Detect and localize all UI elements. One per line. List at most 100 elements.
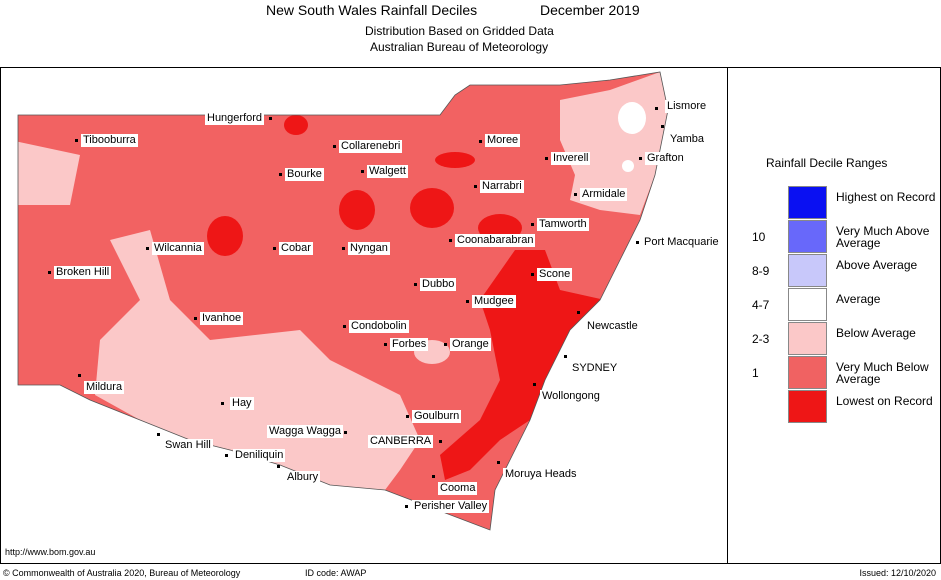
url: http://www.bom.gov.au [5, 547, 96, 557]
town-dot [497, 461, 500, 464]
region [339, 190, 375, 230]
region [18, 140, 80, 205]
town-label: Condobolin [349, 320, 409, 333]
town-label: Nyngan [348, 242, 390, 255]
town-label: Lismore [665, 100, 709, 113]
region [618, 102, 646, 134]
town-label: Dubbo [420, 278, 457, 291]
town-label: Newcastle [585, 320, 640, 333]
id-code: ID code: AWAP [305, 568, 367, 578]
legend-label: Below Average [836, 326, 916, 340]
town-label: Orange [450, 338, 491, 351]
town-dot [384, 343, 387, 346]
town-dot [444, 343, 447, 346]
town-dot [574, 193, 577, 196]
legend-range: 1 [752, 366, 759, 380]
legend-swatch [788, 390, 827, 423]
town-dot [531, 223, 534, 226]
legend-label: Very Much Above Average [836, 224, 930, 250]
town-dot [269, 117, 272, 120]
town-label: Deniliquin [233, 449, 286, 462]
town-label: Narrabri [480, 180, 524, 193]
subtitle: Distribution Based on Gridded Data [365, 24, 554, 38]
region [284, 115, 308, 135]
legend-label: Above Average [836, 258, 918, 272]
legend-swatch [788, 322, 827, 355]
town-dot [639, 157, 642, 160]
town-dot [342, 247, 345, 250]
legend-range: 8-9 [752, 264, 770, 278]
town-label: CANBERRA [368, 435, 434, 448]
town-label: Wilcannia [152, 242, 204, 255]
region [622, 160, 634, 172]
legend-label: Very Much Below Average [836, 360, 929, 386]
town-dot [221, 402, 224, 405]
legend-range: 2-3 [752, 332, 770, 346]
town-label: Hungerford [205, 112, 265, 125]
legend-swatch [788, 288, 827, 321]
town-label: Port Macquarie [642, 236, 721, 249]
legend-swatch [788, 186, 827, 219]
legend-swatch [788, 254, 827, 287]
town-dot [194, 317, 197, 320]
town-label: Moree [485, 134, 521, 147]
legend-label: Lowest on Record [836, 394, 933, 408]
town-label: Perisher Valley [412, 500, 490, 513]
legend-swatch [788, 220, 827, 253]
state-border [17, 71, 669, 531]
town-dot [661, 125, 664, 128]
town-dot [439, 440, 442, 443]
town-dot [474, 185, 477, 188]
town-dot [449, 239, 452, 242]
town-dot [545, 157, 548, 160]
issued: Issued: 12/10/2020 [859, 568, 936, 578]
town-dot [48, 271, 51, 274]
town-dot [432, 475, 435, 478]
legend-label: Highest on Record [836, 190, 936, 204]
region [410, 188, 454, 228]
town-label: Cooma [438, 482, 478, 495]
town-dot [564, 355, 567, 358]
town-label: Broken Hill [54, 266, 112, 279]
town-dot [577, 311, 580, 314]
town-label: Hay [230, 397, 254, 410]
legend-range: 10 [752, 230, 766, 244]
copyright: © Commonwealth of Australia 2020, Bureau… [3, 568, 241, 578]
town-label: Bourke [285, 168, 324, 181]
region [207, 216, 243, 256]
town-label: Tibooburra [81, 134, 138, 147]
town-dot [279, 173, 282, 176]
town-label: Inverell [551, 152, 591, 165]
town-dot [466, 300, 469, 303]
town-dot [333, 145, 336, 148]
town-label: Wagga Wagga [267, 425, 343, 438]
town-label: SYDNEY [570, 362, 620, 375]
town-dot [225, 454, 228, 457]
town-label: Goulburn [412, 410, 462, 423]
town-label: Coonabarabran [455, 234, 536, 247]
town-dot [146, 247, 149, 250]
town-dot [533, 383, 536, 386]
town-label: Collarenebri [339, 140, 403, 153]
town-label: Tamworth [537, 218, 589, 231]
region [440, 250, 605, 480]
town-dot [75, 139, 78, 142]
town-dot [273, 247, 276, 250]
town-dot [343, 325, 346, 328]
town-dot [157, 433, 160, 436]
town-label: Scone [537, 268, 573, 281]
subtitle: Australian Bureau of Meteorology [370, 40, 549, 54]
town-dot [361, 170, 364, 173]
legend-label: Average [836, 292, 881, 306]
town-dot [406, 415, 409, 418]
legend-swatch [788, 356, 827, 389]
town-dot [405, 505, 408, 508]
town-label: Walgett [367, 165, 408, 178]
town-dot [78, 374, 81, 377]
period: December 2019 [540, 2, 640, 18]
town-label: Swan Hill [163, 439, 213, 452]
town-dot [479, 140, 482, 143]
town-label: Grafton [645, 152, 686, 165]
town-dot [344, 431, 347, 434]
